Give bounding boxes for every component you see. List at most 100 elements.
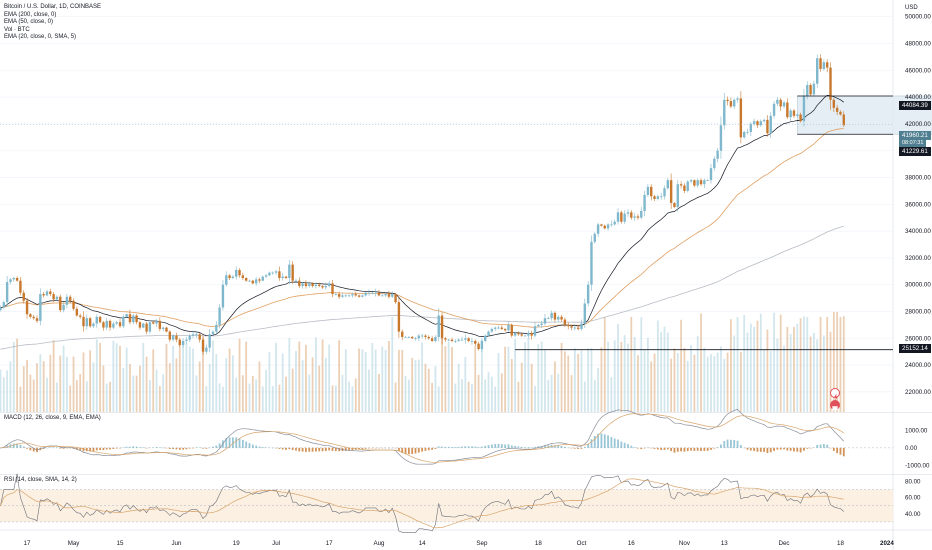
volume-bar <box>703 347 706 412</box>
macd-histogram-bar <box>119 447 121 449</box>
rsi-pane[interactable] <box>0 473 893 533</box>
macd-histogram-bar <box>497 443 500 448</box>
volume-bar <box>567 355 570 412</box>
rsi-title[interactable]: RSI (14, close, SMA, 14, 2) <box>4 477 77 483</box>
price-tag-lower[interactable]: 41229.61 <box>899 147 931 156</box>
macd-title[interactable]: MACD (12, 26, close, 9, EMA, EMA) <box>4 415 101 421</box>
volume-bar <box>394 382 397 412</box>
volume-bar <box>507 346 510 412</box>
volume-bar <box>763 349 765 412</box>
macd-histogram-bar <box>507 444 510 448</box>
macd-histogram-bar <box>145 447 148 449</box>
candle-body <box>135 315 138 323</box>
candle-body <box>802 95 806 122</box>
time-axis[interactable]: 17 May 15 Jun 19 Jul 17 Aug 14 Sep 18 Oct 16 Nov 13 Dec… <box>24 540 895 547</box>
candle-body <box>779 99 782 107</box>
volume-bar <box>268 352 271 412</box>
candle-body <box>769 115 772 134</box>
macd-histogram-bar <box>640 447 643 450</box>
price-tick-label: 32000.00 <box>905 255 931 262</box>
price-tag-countdown: 08:07:31 <box>899 139 927 148</box>
legend-ema50[interactable]: EMA (50, close, 0) <box>4 19 54 26</box>
candle-body <box>570 326 573 328</box>
price-tick-label: 28000.00 <box>905 309 931 316</box>
candle-body <box>437 315 440 337</box>
macd-histogram-bar <box>839 447 842 455</box>
candle-body <box>776 99 779 104</box>
macd-signal-line <box>0 413 844 463</box>
volume-bar <box>398 349 400 412</box>
macd-histogram-bar <box>102 447 105 451</box>
price-tick-label: 34000.00 <box>905 228 931 235</box>
volume-bar <box>640 317 643 412</box>
candle-body <box>530 332 533 336</box>
candle-body <box>752 121 756 124</box>
candle-body <box>357 295 361 297</box>
candlesticks[interactable] <box>0 54 845 355</box>
candle-body <box>510 324 513 336</box>
macd-histogram-bar <box>125 446 128 448</box>
macd-histogram-bar <box>683 447 686 452</box>
legend-ema20[interactable]: EMA (20, close, 0, SMA, 5) <box>4 34 77 41</box>
macd-histogram-bar <box>175 447 178 450</box>
volume-bar <box>474 345 477 412</box>
volume-bar <box>487 372 490 412</box>
macd-histogram-bar <box>773 447 775 451</box>
price-tag-upper[interactable]: 44084.39 <box>899 101 931 110</box>
volume-bar <box>749 323 752 412</box>
macd-histogram-bar <box>62 447 65 449</box>
macd-histogram-bar <box>411 447 414 454</box>
candle-body <box>171 335 175 340</box>
candle-body <box>410 336 414 339</box>
macd-histogram-bar <box>92 447 95 452</box>
candle-body <box>148 322 152 332</box>
macd-histogram-bar <box>560 445 563 448</box>
legend-ema200[interactable]: EMA (200, close, 0) <box>4 11 57 18</box>
macd-histogram-bar <box>759 447 762 452</box>
horizontal-lines[interactable] <box>0 95 893 351</box>
volume-bar <box>19 386 22 412</box>
currency-label[interactable]: USD <box>905 5 918 11</box>
candle-body <box>527 332 530 336</box>
price-axis[interactable]: 22000.00 24000.00 26000.00 28000.00 30000.00… <box>905 14 931 518</box>
volume-bar <box>404 376 407 412</box>
candle-body <box>181 340 185 345</box>
volume-bar <box>172 346 175 412</box>
legend-volume[interactable]: Vol · BTC <box>4 26 30 33</box>
candle-body <box>796 114 799 116</box>
macd-pane[interactable] <box>0 408 893 465</box>
volume-bar <box>726 352 729 412</box>
price-tick-label: 38000.00 <box>905 175 931 182</box>
volume-bar <box>285 376 287 412</box>
legend-symbol[interactable]: Bitcoin / U.S. Dollar, 1D, COINBASE <box>4 4 102 10</box>
volume-bar <box>414 360 417 412</box>
volume-bar <box>454 383 457 412</box>
macd-histogram-bar <box>464 446 467 448</box>
volume-bar <box>756 320 759 412</box>
volume-bar <box>720 346 722 412</box>
macd-histogram-bar <box>192 447 194 449</box>
volume-bar <box>69 385 72 412</box>
volume-bar <box>809 336 812 412</box>
macd-histogram-bar <box>537 446 540 448</box>
macd-histogram-bar <box>733 439 736 448</box>
price-tag-support[interactable]: 25152.14 <box>899 344 931 353</box>
volume-bar <box>816 339 819 412</box>
macd-histogram-bar <box>172 447 175 450</box>
macd-histogram-bar <box>417 447 420 453</box>
candle-body <box>733 99 736 107</box>
volume-bar <box>716 352 719 412</box>
price-tag-current[interactable]: 41960.21 <box>899 131 931 140</box>
calendar-icon[interactable] <box>830 400 840 411</box>
macd-histogram-bar <box>178 447 181 450</box>
lightning-icon[interactable] <box>830 388 840 401</box>
macd-histogram-bar <box>527 447 530 448</box>
candle-body <box>809 85 812 95</box>
candle-body <box>142 323 145 328</box>
macd-histogram-bar <box>281 447 284 450</box>
macd-histogram-bar <box>212 446 214 448</box>
volume-bar <box>311 357 314 412</box>
macd-histogram-bar <box>381 447 384 449</box>
macd-histogram-bar <box>248 443 251 448</box>
